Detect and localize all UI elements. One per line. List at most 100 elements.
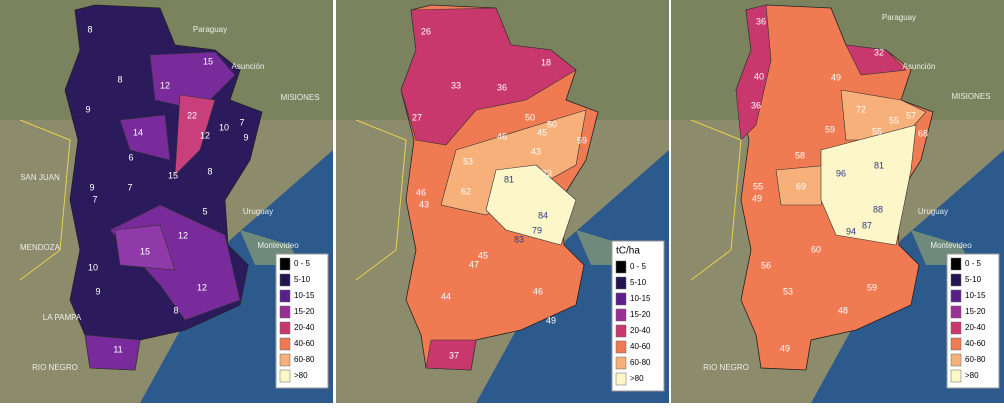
region-value: 8 [173,305,178,315]
legend-label: 60-80 [630,358,651,367]
region-value: 8 [207,166,212,176]
place-label: Asunción [232,62,265,71]
region-zone [775,164,832,206]
region-value: 94 [846,226,856,236]
legend-swatch [950,305,962,319]
region-value: 49 [546,315,556,325]
region-zone [400,7,577,146]
legend-swatch [950,369,962,383]
region-value: 44 [441,291,451,301]
region-value: 14 [133,127,143,137]
legend-label: 5-10 [965,275,982,284]
region-value: 22 [187,110,197,120]
region-value: 8 [87,24,92,34]
region-value: 45 [537,127,547,137]
region-zone [119,114,171,161]
region-value: 49 [831,72,841,82]
place-label: MISIONES [280,93,319,102]
place-label: Uruguay [243,207,273,216]
legend-swatch [615,340,627,354]
region-value: 7 [92,194,97,204]
legend-label: 20-40 [294,323,315,332]
region-value: 27 [412,112,422,122]
region-value: 69 [796,181,806,191]
region-value: 50 [525,112,535,122]
place-label: RIO NEGRO [32,363,78,372]
region-value: 12 [200,130,210,140]
region-value: 43 [419,199,429,209]
legend-swatch [615,276,627,290]
region-value: 84 [538,210,548,220]
legend-label: 10-15 [630,294,651,303]
legend-swatch [615,292,627,306]
region-value: 11 [113,344,122,354]
region-value: 48 [838,305,848,315]
region-value: 73 [542,168,552,178]
region-value: 57 [906,110,916,120]
region-value: 10 [88,262,98,272]
region-value: 15 [140,246,150,256]
legend-label: 15-20 [294,307,315,316]
legend-label: 5-10 [630,278,647,287]
region-zone [845,44,907,76]
place-label: SAN JUAN [20,173,60,182]
legend-label: 10-15 [965,291,986,300]
region-value: 32 [874,47,884,57]
region-value: 49 [752,193,762,203]
region-value: 9 [243,132,248,142]
legend-label: 15-20 [630,310,651,319]
region-value: 72 [856,104,866,114]
place-label: Paraguay [193,25,227,34]
place-label: Montevideo [257,241,299,250]
legend-swatch [950,257,962,271]
region-zone [174,94,216,176]
region-value: 87 [862,220,872,230]
legend-label: 40-60 [630,342,651,351]
legend-swatch [615,308,627,322]
legend-label: 0 - 5 [630,262,647,271]
legend-swatch [279,353,291,367]
region-value: 9 [85,104,90,114]
place-label: Paraguay [882,13,916,22]
region-value: 81 [504,174,514,184]
map-panel: Paraguay Asunción MISIONES Uruguay Montevide… [0,0,333,403]
legend-swatch [950,273,962,287]
map-panel: Paraguay Asunción MISIONES Uruguay Montevide… [671,0,1004,403]
province-border [355,119,407,281]
legend-swatch [279,321,291,335]
legend-label: 60-80 [294,355,315,364]
region-value: 15 [168,170,178,180]
legend-label: 60-80 [965,355,986,364]
region-value: 79 [532,225,542,235]
region-value: 12 [197,282,207,292]
region-value: 46 [416,187,426,197]
legend-swatch [279,257,291,271]
region-value: 83 [514,234,524,244]
region-zone [149,51,236,111]
region-value: 55 [889,115,899,125]
legend-title: tC/ha [616,246,640,257]
place-label: MENDOZA [20,243,61,252]
legend-label: 20-40 [965,323,986,332]
region-value: 26 [421,26,431,36]
place-label: Montevideo [930,241,972,250]
region-value: 81 [874,160,884,170]
region-value: 60 [811,244,821,254]
place-label: LA PAMPA [43,313,82,322]
region-value: 50 [547,119,557,129]
legend-swatch [279,289,291,303]
region-value: 96 [836,168,846,178]
region-value: 9 [89,182,94,192]
legend-label: 0 - 5 [294,259,311,268]
legend-label: 10-15 [294,291,315,300]
legend-swatch [615,260,627,274]
region-zone [84,334,141,371]
legend-label: 40-60 [965,339,986,348]
legend-label: 40-60 [294,339,315,348]
region-value: 7 [239,117,244,127]
province-border [690,119,742,281]
legend-label: >80 [965,371,979,380]
